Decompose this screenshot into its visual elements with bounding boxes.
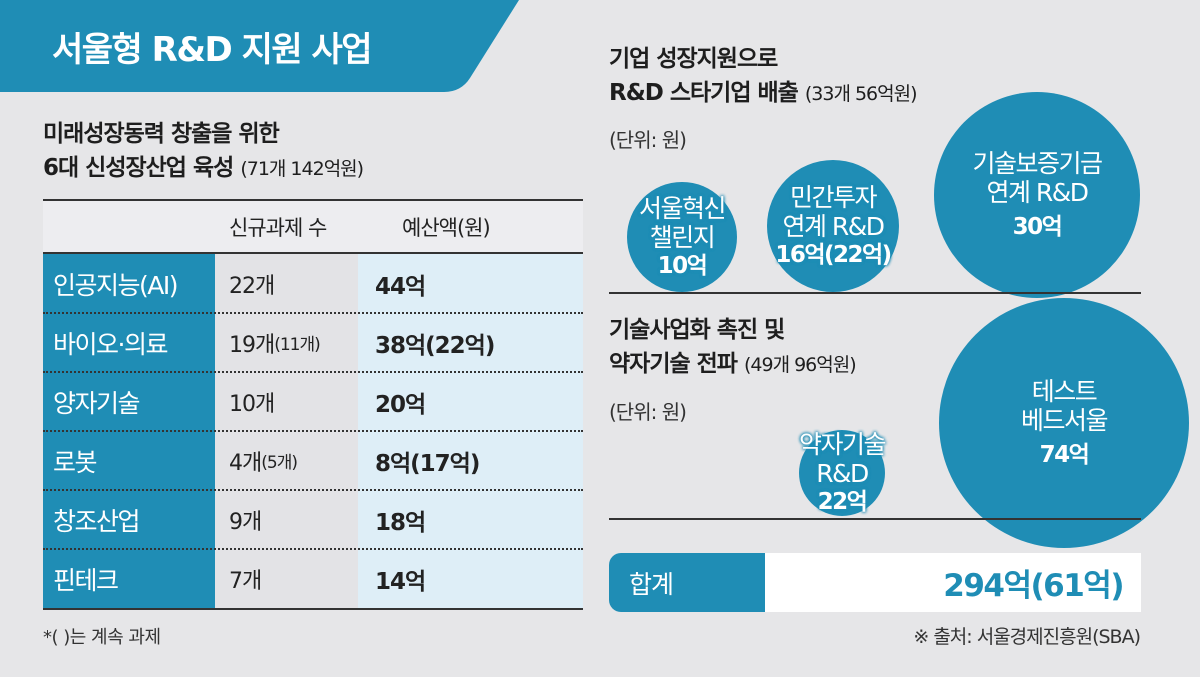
bubble-value: 30억 xyxy=(1012,213,1063,240)
table-footnote: *( )는 계속 과제 xyxy=(43,627,161,648)
section3-unit: (단위: 원) xyxy=(609,400,687,424)
bubble-label: 연계 R&D xyxy=(986,178,1089,208)
row-field: 로봇 xyxy=(43,431,215,490)
total-bar: 합계 294억(61억) xyxy=(609,553,1141,612)
table-header: 신규과제 수 예산액(원) xyxy=(43,201,583,254)
section1-title: 미래성장동력 창출을 위한 6대 신성장산업 육성 (71개 142억원) xyxy=(43,117,364,186)
header-budget: 예산액(원) xyxy=(402,215,491,240)
row-count: 10개 xyxy=(215,372,358,431)
bubble-testbed-seoul: 테스트 베드서울 74억 xyxy=(939,298,1189,548)
source-credit: ※ 출처: 서울경제진흥원(SBA) xyxy=(913,626,1141,648)
row-field: 인공지능(AI) xyxy=(43,254,215,313)
count-continuing: (5개) xyxy=(261,453,298,473)
count-new: 19개 xyxy=(229,332,275,358)
count-continuing: (11개) xyxy=(274,335,321,355)
row-budget: 44억 xyxy=(358,254,583,313)
section2-title-line1: 기업 성장지원으로 xyxy=(609,46,778,72)
title-banner: 서울형 R&D 지원 사업 xyxy=(0,0,520,93)
row-budget: 20억 xyxy=(358,372,583,431)
bubble-label: 연계 R&D xyxy=(782,212,885,242)
section2-title-line2: R&D 스타기업 배출 (33개 56억원) xyxy=(609,76,918,111)
section1-title-text: 6대 신성장산업 육성 xyxy=(43,155,234,181)
bubble-value: 16억(22억) xyxy=(775,241,892,268)
bubble-label: 서울혁신 xyxy=(638,193,727,223)
row-field: 바이오·의료 xyxy=(43,313,215,372)
bubble-label: 약자기술 xyxy=(799,429,887,459)
row-budget: 38억(22억) xyxy=(358,313,583,372)
header-count: 신규과제 수 xyxy=(229,215,327,240)
section1-title-line2: 6대 신성장산업 육성 (71개 142억원) xyxy=(43,151,364,186)
bubble-label: R&D xyxy=(816,459,869,489)
total-label: 합계 xyxy=(609,553,765,612)
bubble-private-investment-rnd: 민간투자 연계 R&D 16억(22억) xyxy=(767,160,899,292)
row-count: 9개 xyxy=(215,490,358,549)
section2-title: 기업 성장지원으로 R&D 스타기업 배출 (33개 56억원) xyxy=(609,42,918,111)
table-row: 핀테크 7개 14억 xyxy=(43,548,583,608)
bubble-label: 베드서울 xyxy=(1020,406,1109,436)
row-count: 19개 (11개) xyxy=(215,313,358,372)
section2-title-text: R&D 스타기업 배출 xyxy=(609,80,799,106)
total-value: 294억(61억) xyxy=(765,553,1141,612)
section1-title-line1: 미래성장동력 창출을 위한 xyxy=(43,121,280,147)
table-row: 창조산업 9개 18억 xyxy=(43,489,583,549)
row-field: 창조산업 xyxy=(43,490,215,549)
industry-table: 신규과제 수 예산액(원) 인공지능(AI) 22개 44억 바이오·의료 19… xyxy=(43,199,583,610)
count-new: 9개 xyxy=(229,509,262,535)
row-count: 22개 xyxy=(215,254,358,313)
bubble-label: 테스트 xyxy=(1031,376,1098,406)
count-new: 4개 xyxy=(229,450,262,476)
section3-title: 기술사업화 촉진 및 약자기술 전파 (49개 96억원) xyxy=(609,313,857,382)
section2-baseline xyxy=(609,292,1141,294)
banner-shape xyxy=(0,0,519,92)
bubble-seoul-innovation-challenge: 서울혁신 챌린지 10억 xyxy=(627,182,737,292)
section2-summary: (33개 56억원) xyxy=(804,83,918,105)
bubble-value: 22억 xyxy=(817,488,868,515)
section3-summary: (49개 96억원) xyxy=(743,354,857,376)
table-row: 바이오·의료 19개 (11개) 38억(22억) xyxy=(43,312,583,372)
row-budget: 18억 xyxy=(358,490,583,549)
count-new: 10개 xyxy=(229,391,275,417)
section3-baseline xyxy=(609,518,1141,520)
bubble-label: 기술보증기금 xyxy=(972,148,1103,178)
count-new: 7개 xyxy=(229,568,262,594)
row-field: 핀테크 xyxy=(43,549,215,608)
section2-unit: (단위: 원) xyxy=(609,128,687,152)
bubble-value: 10억 xyxy=(657,252,708,279)
bubble-label: 민간투자 xyxy=(789,182,878,212)
row-count: 4개 (5개) xyxy=(215,431,358,490)
table-row: 인공지능(AI) 22개 44억 xyxy=(43,254,583,313)
table-row: 로봇 4개 (5개) 8억(17억) xyxy=(43,430,583,490)
section3-title-line2: 약자기술 전파 (49개 96억원) xyxy=(609,347,857,382)
bubble-weak-tech-rnd: 약자기술 R&D 22억 xyxy=(799,429,887,516)
bubble-value: 74억 xyxy=(1039,441,1090,468)
row-budget: 8억(17억) xyxy=(358,431,583,490)
table-row: 양자기술 10개 20억 xyxy=(43,371,583,431)
section1-summary: (71개 142억원) xyxy=(240,158,364,180)
section3-title-text: 약자기술 전파 xyxy=(609,351,738,377)
row-count: 7개 xyxy=(215,549,358,608)
bubble-label: 챌린지 xyxy=(649,223,716,253)
section3-title-line1: 기술사업화 촉진 및 xyxy=(609,317,785,343)
header-field xyxy=(43,201,215,252)
row-budget: 14억 xyxy=(358,549,583,608)
row-field: 양자기술 xyxy=(43,372,215,431)
count-new: 22개 xyxy=(229,273,275,299)
bubble-kibo-rnd: 기술보증기금 연계 R&D 30억 xyxy=(934,92,1140,298)
page-title: 서울형 R&D 지원 사업 xyxy=(52,30,373,70)
